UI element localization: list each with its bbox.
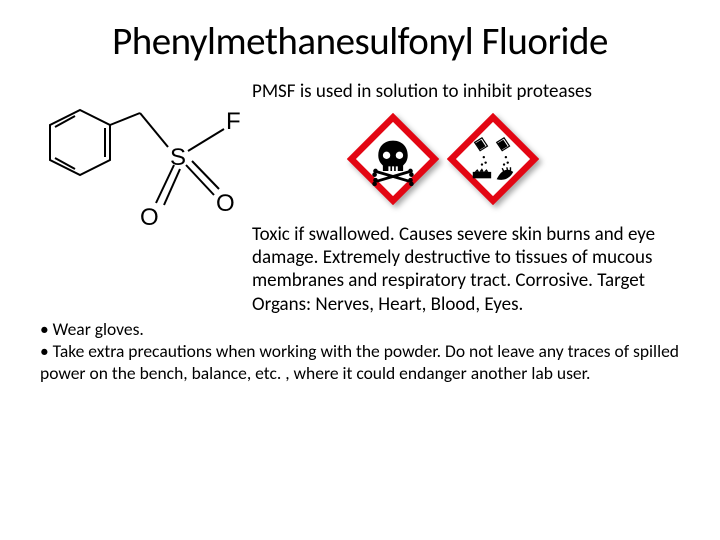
bullet-item: • Take extra precautions when working wi… [40,340,680,385]
page-title: Phenylmethanesulfonyl Fluoride [40,18,680,65]
ghs-corrosion-icon [447,113,539,205]
right-column: PMSF is used in solution to inhibit prot… [252,75,680,316]
chemical-structure-icon: S O O F [40,95,240,275]
svg-text:F: F [226,108,240,135]
hazard-pictograms [347,113,680,205]
precaution-bullets: • Wear gloves. • Take extra precautions … [40,318,680,385]
bullet-item: • Wear gloves. [40,318,680,340]
usage-text: PMSF is used in solution to inhibit prot… [252,80,680,103]
ghs-skull-icon [347,113,439,205]
hazard-description: Toxic if swallowed. Causes severe skin b… [252,223,680,316]
svg-text:O: O [140,204,159,231]
molecule-column: S O O F [40,75,240,280]
upper-row: S O O F PMSF is used in solution to inhi… [40,75,680,316]
svg-text:O: O [216,190,235,217]
svg-text:S: S [170,144,186,171]
